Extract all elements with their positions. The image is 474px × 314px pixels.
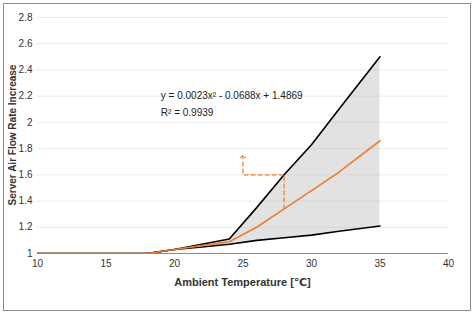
svg-text:2.8: 2.8 [19,12,33,23]
svg-text:1.4: 1.4 [19,195,33,206]
svg-text:2: 2 [27,117,33,128]
svg-text:10: 10 [32,258,44,269]
svg-text:1.6: 1.6 [19,169,33,180]
svg-text:1.2: 1.2 [19,221,33,232]
svg-text:1: 1 [26,247,33,259]
svg-text:y = 0.0023x² - 0.0688x + 1.486: y = 0.0023x² - 0.0688x + 1.4869 [161,90,303,101]
svg-text:40: 40 [443,258,455,269]
svg-text:2.6: 2.6 [19,38,33,49]
svg-text:Ambient Temperature [℃]: Ambient Temperature [℃] [174,276,311,288]
svg-text:25: 25 [237,258,249,269]
svg-text:1.8: 1.8 [19,143,33,154]
svg-text:20: 20 [169,258,181,269]
svg-text:Server Air Flow Rate Increase: Server Air Flow Rate Increase [7,64,18,205]
svg-text:R² = 0.9939: R² = 0.9939 [161,107,214,118]
svg-text:35: 35 [374,258,386,269]
svg-text:2.2: 2.2 [19,90,33,101]
svg-text:15: 15 [100,258,112,269]
svg-text:30: 30 [306,258,318,269]
svg-text:2.4: 2.4 [19,64,33,75]
